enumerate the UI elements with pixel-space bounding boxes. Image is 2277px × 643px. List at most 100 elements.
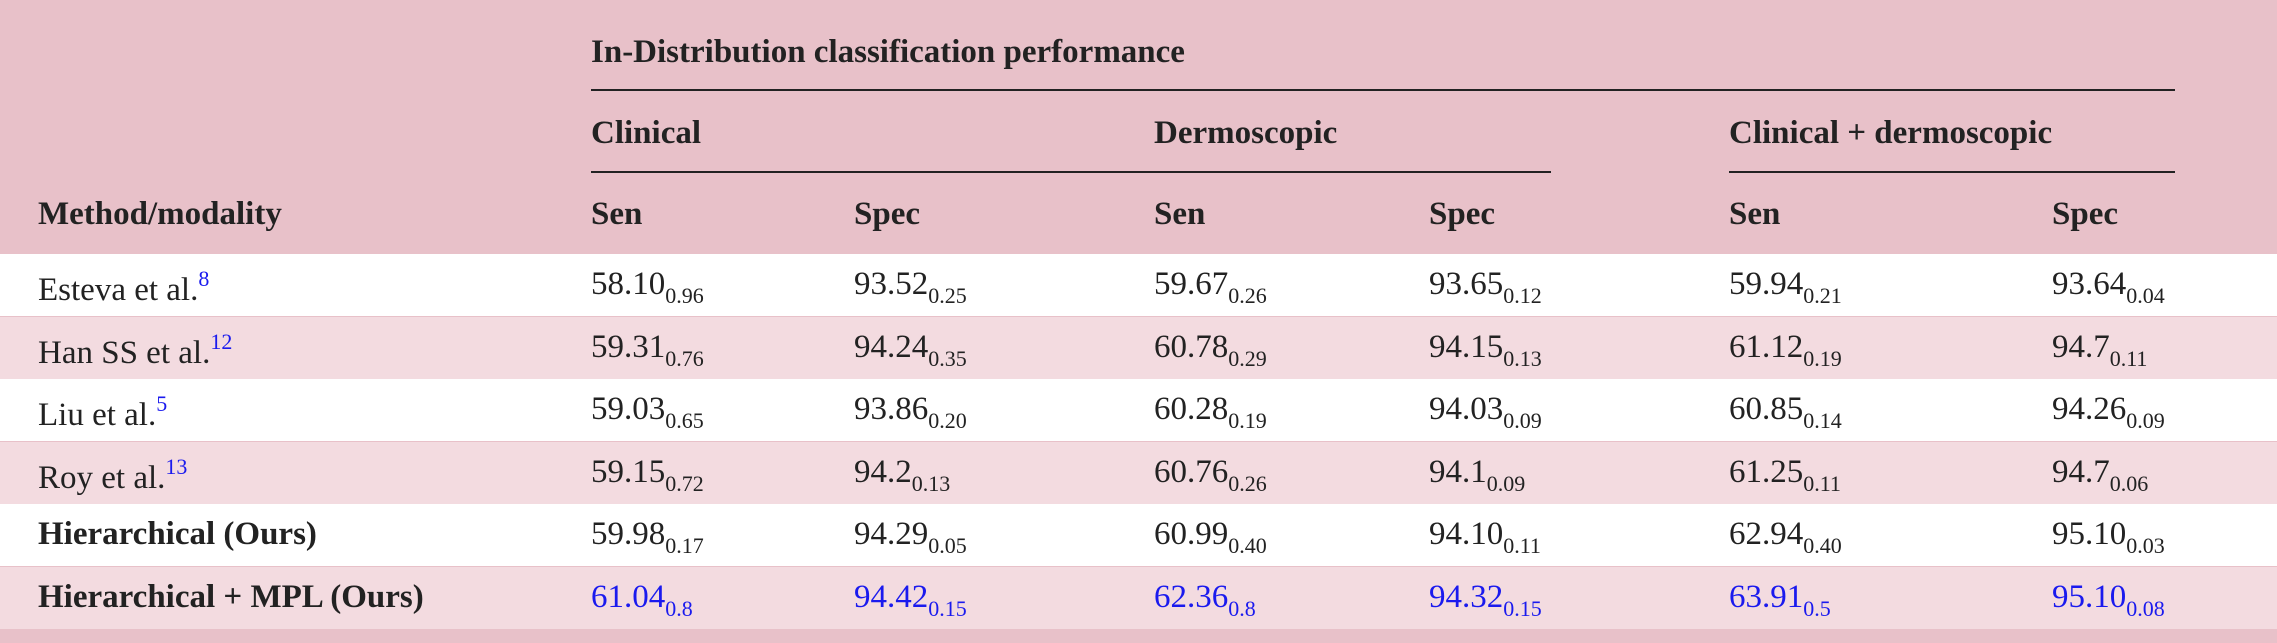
value-cell: 61.120.19 bbox=[1729, 328, 1842, 371]
value: 94.32 bbox=[1429, 578, 1504, 615]
std: 0.29 bbox=[1228, 345, 1267, 371]
value-cell: 94.030.09 bbox=[1429, 393, 1542, 432]
table-row: Hierarchical + MPL (Ours) 61.040.8 94.420.… bbox=[0, 566, 2277, 629]
std: 0.35 bbox=[928, 345, 967, 371]
value: 94.2 bbox=[854, 453, 912, 490]
std: 0.11 bbox=[1803, 470, 1841, 496]
value-cell: 59.030.65 bbox=[591, 393, 704, 432]
reference: 12 bbox=[210, 328, 233, 354]
std: 0.17 bbox=[665, 533, 704, 558]
std: 0.96 bbox=[665, 283, 704, 308]
method-name: Han SS et al. bbox=[38, 334, 211, 371]
std: 0.19 bbox=[1228, 408, 1267, 433]
method-name: Hierarchical (Ours) bbox=[38, 516, 317, 552]
group-header: In-Distribution classification performan… bbox=[591, 34, 1185, 70]
std: 0.15 bbox=[1503, 595, 1542, 621]
std: 0.09 bbox=[1486, 470, 1526, 496]
method-name: Esteva et al. bbox=[38, 272, 199, 308]
std: 0.13 bbox=[1503, 345, 1542, 371]
table-row: Hierarchical (Ours) 59.980.17 94.290.05 60.… bbox=[0, 504, 2277, 566]
value-cell: 60.780.29 bbox=[1154, 328, 1267, 371]
std: 0.20 bbox=[928, 408, 967, 433]
modality-header: Clinical bbox=[591, 115, 702, 151]
std: 0.26 bbox=[1228, 470, 1267, 496]
reference: 8 bbox=[198, 266, 210, 291]
value: 94.1 bbox=[1429, 453, 1487, 490]
value: 94.7 bbox=[2052, 453, 2110, 490]
std: 0.08 bbox=[2126, 595, 2165, 621]
reference: 13 bbox=[165, 453, 188, 479]
value: 59.03 bbox=[591, 391, 666, 427]
std: 0.76 bbox=[665, 345, 704, 371]
value: 94.26 bbox=[2052, 391, 2127, 427]
value: 60.78 bbox=[1154, 328, 1229, 365]
value-cell: 63.910.5 bbox=[1729, 580, 1831, 620]
value: 61.12 bbox=[1729, 328, 1804, 365]
value-cell: 93.650.12 bbox=[1429, 268, 1542, 307]
value-cell: 93.640.04 bbox=[2052, 268, 2165, 307]
rule bbox=[1729, 171, 2175, 173]
std: 0.40 bbox=[1803, 533, 1842, 558]
value-cell: 94.100.11 bbox=[1429, 518, 1541, 557]
value-cell: 94.240.35 bbox=[854, 330, 967, 371]
value-cell: 61.040.8 bbox=[591, 580, 693, 621]
value-cell: 60.760.26 bbox=[1154, 455, 1267, 496]
method-name: Liu et al. bbox=[38, 397, 157, 433]
std: 0.19 bbox=[1803, 345, 1842, 371]
value-cell: 94.70.11 bbox=[2052, 328, 2148, 371]
method-name: Hierarchical + MPL (Ours) bbox=[38, 578, 424, 615]
value: 93.52 bbox=[854, 266, 929, 302]
value-cell: 60.990.40 bbox=[1154, 518, 1267, 557]
value-cell: 94.320.15 bbox=[1429, 578, 1542, 621]
std: 0.04 bbox=[2126, 283, 2165, 308]
value-cell: 62.940.40 bbox=[1729, 518, 1842, 557]
method-cell: Hierarchical (Ours) bbox=[38, 518, 317, 551]
value: 59.98 bbox=[591, 516, 666, 552]
metric-header: Sen bbox=[591, 196, 643, 232]
value-cell: 93.520.25 bbox=[854, 268, 967, 307]
value: 60.85 bbox=[1729, 391, 1804, 427]
std: 0.65 bbox=[665, 408, 704, 433]
value: 94.7 bbox=[2052, 328, 2110, 365]
value: 95.10 bbox=[2052, 516, 2127, 552]
rule bbox=[1154, 171, 1551, 173]
metric-header: Sen bbox=[1729, 196, 1781, 232]
method-cell: Hierarchical + MPL (Ours) bbox=[38, 578, 424, 615]
value: 94.03 bbox=[1429, 391, 1504, 427]
std: 0.8 bbox=[665, 595, 693, 621]
value-cell: 59.150.72 bbox=[591, 455, 704, 495]
table-row: Han SS et al.12 59.310.76 94.240.35 60.780.… bbox=[0, 316, 2277, 379]
value-cell: 58.100.96 bbox=[591, 268, 704, 307]
value: 60.99 bbox=[1154, 516, 1229, 552]
value: 61.25 bbox=[1729, 453, 1804, 490]
reference: 5 bbox=[156, 391, 168, 416]
value: 93.64 bbox=[2052, 266, 2127, 302]
std: 0.15 bbox=[928, 595, 967, 621]
std: 0.26 bbox=[1228, 283, 1267, 308]
metric-header: Spec bbox=[854, 196, 920, 232]
value-cell: 94.260.09 bbox=[2052, 393, 2165, 432]
value-cell: 95.100.08 bbox=[2052, 580, 2165, 621]
std: 0.13 bbox=[911, 470, 951, 496]
method-cell: Liu et al.5 bbox=[38, 393, 167, 432]
value-cell: 59.670.26 bbox=[1154, 268, 1267, 307]
value-cell: 94.70.06 bbox=[2052, 453, 2149, 496]
modality-header: Clinical + dermoscopic bbox=[1729, 115, 2053, 151]
method-header: Method/modality bbox=[38, 196, 282, 232]
std: 0.09 bbox=[2126, 408, 2165, 433]
method-cell: Han SS et al.12 bbox=[38, 328, 233, 371]
std: 0.06 bbox=[2109, 470, 2149, 496]
value-cell: 60.280.19 bbox=[1154, 393, 1267, 432]
value: 94.15 bbox=[1429, 328, 1504, 365]
value: 60.28 bbox=[1154, 391, 1229, 427]
std: 0.09 bbox=[1503, 408, 1542, 433]
value: 62.36 bbox=[1154, 578, 1229, 615]
table-row: Liu et al.5 59.030.65 93.860.20 60.280.19 94… bbox=[0, 379, 2277, 441]
method-cell: Roy et al.13 bbox=[38, 453, 188, 495]
value: 94.42 bbox=[854, 578, 929, 615]
std: 0.05 bbox=[928, 533, 967, 558]
value: 59.94 bbox=[1729, 266, 1804, 302]
rule bbox=[591, 89, 2175, 91]
value: 59.67 bbox=[1154, 266, 1229, 302]
std: 0.11 bbox=[2109, 345, 2148, 371]
